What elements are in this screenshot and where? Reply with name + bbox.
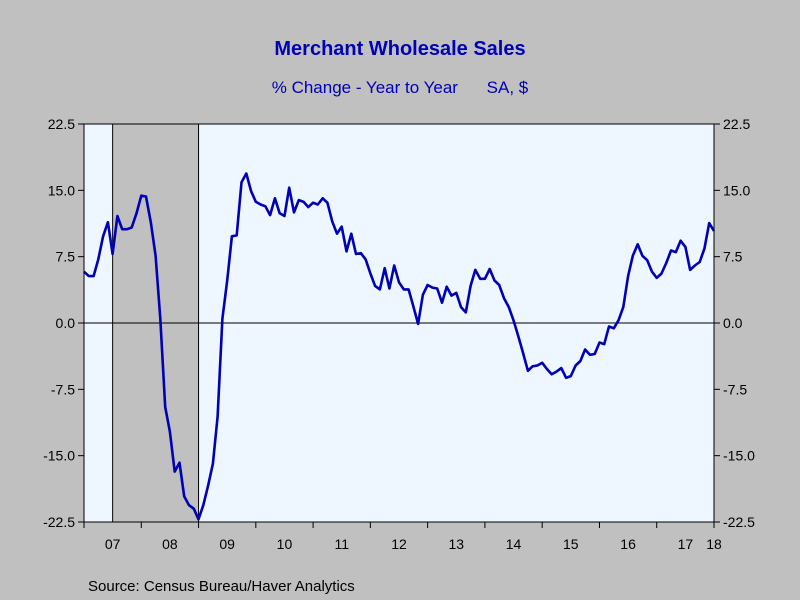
x-tick-label: 11 (334, 536, 349, 552)
y-tick-label-left: 15.0 (48, 182, 75, 198)
y-tick-label-left: -22.5 (43, 514, 75, 530)
x-tick-label: 07 (105, 536, 121, 552)
x-tick-label: 15 (563, 536, 579, 552)
source-note: Source: Census Bureau/Haver Analytics (88, 578, 355, 595)
axis-ticks (78, 123, 720, 528)
x-tick-label: 17 (678, 536, 694, 552)
y-tick-label-right: 7.5 (723, 249, 743, 265)
y-tick-label-right: 22.5 (723, 116, 750, 132)
y-tick-label-left: -15.0 (43, 448, 75, 464)
y-tick-label-left: 0.0 (56, 315, 76, 331)
chart-subtitle-measure: % Change - Year to Year (271, 78, 458, 97)
y-tick-label-right: 0.0 (723, 315, 743, 331)
x-tick-label: 16 (620, 536, 636, 552)
x-tick-label: 14 (506, 536, 522, 552)
x-tick-label: 13 (448, 536, 464, 552)
series-line (83, 172, 716, 521)
chart-subtitle: % Change - Year to Year SA, $ (0, 78, 800, 98)
y-tick-label-right: -7.5 (723, 381, 747, 397)
y-tick-label-right: 15.0 (723, 182, 750, 198)
plot-frame (83, 123, 715, 523)
y-tick-label-right: -22.5 (723, 514, 755, 530)
axis-tick-labels: 22.5 22.5 15.0 15.0 7.5 7.5 0.0 0.0 -7.5 -7.5 -15.… (43, 116, 755, 552)
y-tick-label-left: -7.5 (51, 381, 75, 397)
y-tick-label-right: -15.0 (723, 448, 755, 464)
x-tick-label: 09 (219, 536, 235, 552)
chart-title: Merchant Wholesale Sales (274, 38, 526, 60)
y-tick-label-left: 22.5 (48, 116, 75, 132)
x-tick-label: 08 (162, 536, 178, 552)
x-tick-label: 18 (706, 536, 722, 552)
x-tick-label: 12 (391, 536, 407, 552)
y-tick-label-left: 7.5 (56, 249, 76, 265)
x-tick-label: 10 (277, 536, 293, 552)
chart-subtitle-units: SA, $ (486, 78, 529, 97)
